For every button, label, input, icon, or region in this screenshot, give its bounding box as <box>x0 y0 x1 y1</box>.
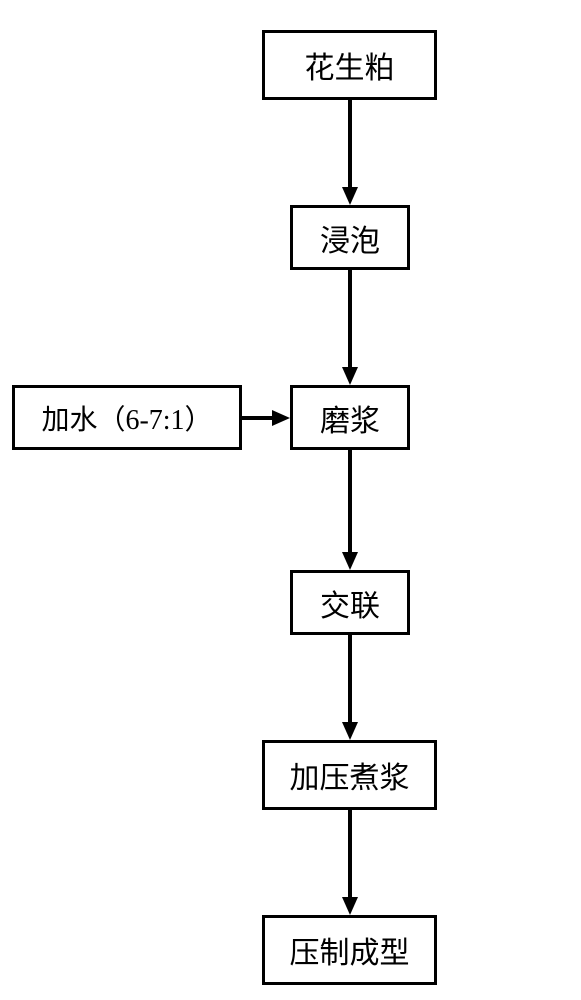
edge-n5-n6 <box>330 615 370 760</box>
edge-n2-n3 <box>330 250 370 405</box>
edge-n3-n5 <box>330 430 370 590</box>
edge-n1-n2 <box>330 80 370 225</box>
edge-n6-n7 <box>330 790 370 935</box>
node-n4: 加水（6-7:1） <box>12 385 242 450</box>
node-label: 加水（6-7:1） <box>41 398 212 438</box>
edge-n4-n3 <box>222 398 310 438</box>
